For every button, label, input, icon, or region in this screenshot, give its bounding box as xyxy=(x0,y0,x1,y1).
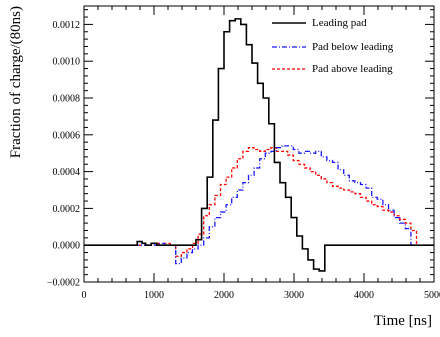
series-layer xyxy=(84,18,434,272)
x-tick-label: 2000 xyxy=(214,290,234,301)
x-tick-label: 0 xyxy=(82,290,87,301)
y-tick-label: 0.0008 xyxy=(53,94,81,105)
y-tick-label: 0.0002 xyxy=(53,204,81,215)
y-tick-label: 0.0012 xyxy=(53,20,81,31)
y-tick-label: 0.0004 xyxy=(53,167,81,178)
y-axis-label: Fraction of charge/(80ns) xyxy=(8,6,24,158)
x-tick-label: 4000 xyxy=(354,290,374,301)
legend-label-pad-above-leading: Pad above leading xyxy=(312,63,393,75)
series-line-pad-above-leading xyxy=(84,147,434,257)
x-tick-label: 5000 xyxy=(424,290,440,301)
y-tick-label: 0.0010 xyxy=(53,57,81,68)
y-tick-label: 0.0006 xyxy=(53,130,81,141)
x-axis-label: Time [ns] xyxy=(374,313,432,329)
plot-frame xyxy=(83,5,435,283)
legend-label-pad-below-leading: Pad below leading xyxy=(312,41,394,53)
y-tick-label: −0.0002 xyxy=(47,278,80,289)
series-line-leading-pad xyxy=(84,18,434,272)
legend: Leading pad Pad below leading Pad above … xyxy=(272,17,394,75)
tick-layer: 0 1000 2000 3000 4000 5000 −0.0002 0.0000 0.0002… xyxy=(47,6,440,301)
x-tick-label: 3000 xyxy=(284,290,304,301)
legend-label-leading-pad: Leading pad xyxy=(312,17,367,29)
y-tick-label: 0.0000 xyxy=(53,241,81,252)
series-line-pad-below-leading xyxy=(84,145,434,265)
x-tick-label: 1000 xyxy=(144,290,164,301)
